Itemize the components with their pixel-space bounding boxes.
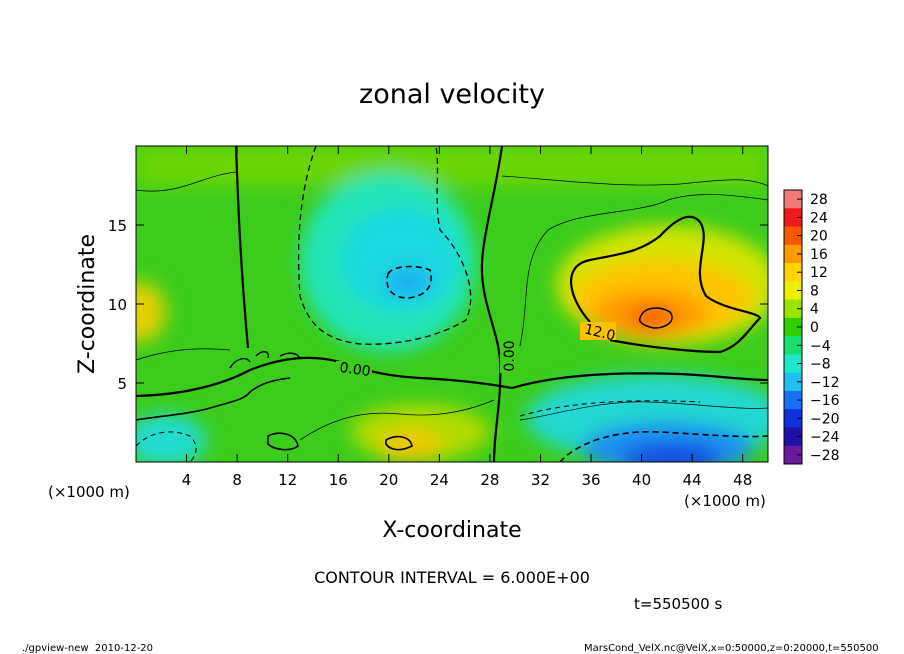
contour-line [267,432,299,451]
chart-title: zonal velocity [359,79,545,110]
contour-line [570,215,762,354]
contour-line [511,372,768,390]
field-lower-left-cool [136,414,206,462]
colorbar-label: 12 [810,265,828,281]
contour-label-bg [500,335,518,373]
contour-line [136,348,768,421]
contour-label-bg [336,361,372,377]
contour-line [136,400,701,462]
colorbar-label: 16 [810,247,828,263]
x-tick-label: 8 [232,471,242,489]
contour-line [519,194,768,347]
colorbar-swatch [784,336,802,355]
colorbar-label: 20 [810,229,828,245]
colorbar-swatch [784,390,802,410]
colorbar-label: −4 [810,338,831,354]
colorbar-label: −8 [810,357,831,373]
contour-label: 12.0 [583,321,617,344]
colorbar-label: −20 [810,411,840,427]
colorbar-label: −16 [810,393,840,409]
colorbar-swatch [784,299,802,319]
x-axis-label: X-coordinate [382,518,521,543]
plot-area: 0.00 0.00 12.0 [136,146,768,462]
y-tick-label: 10 [108,296,127,314]
contour-line [385,435,413,451]
time-label: t=550500 s [634,595,722,613]
colorbar-swatch [784,226,802,246]
colorbar-label: 4 [810,302,819,318]
x-tick-label: 12 [278,471,297,489]
x-tick-label: 20 [379,471,398,489]
colorbar-swatch [784,445,802,465]
x-unit-note-right: (×1000 m) [684,492,766,510]
field-min-core [386,269,430,295]
x-tick-label: 16 [329,471,348,489]
colorbar-label: 0 [810,320,819,336]
contour-line [136,171,768,192]
colorbar-label: 28 [810,192,828,208]
colorbar-swatch [784,354,802,374]
colorbar-swatch [784,317,802,337]
footer-left: ./gpview-new 2010-12-20 [22,643,153,654]
y-axis-label: Z-coordinate [75,234,100,374]
contour-line [299,399,495,441]
field-left-lobe [136,282,166,342]
colorbar: 28 24 20 16 12 8 4 0 −4 −8 −12 −16 −20 −24 −28 [783,189,840,465]
x-tick-label: 36 [581,471,600,489]
contour-line [386,265,432,299]
contour-line [234,146,250,349]
contour-line [136,377,291,421]
field-top-band [136,146,768,186]
colorbar-swatch [784,372,802,392]
contour-line [638,307,673,329]
x-tick-label: 28 [480,471,499,489]
colorbar-swatch [784,427,802,447]
footer-right: MarsCond_VelX.nc@VelX,x=0:50000,z=0:2000… [584,643,879,654]
field-lower-right-deep [622,444,722,462]
x-tick-label: 40 [632,471,651,489]
x-tick-label: 44 [683,471,702,489]
colorbar-swatch [784,190,802,209]
colorbar-swatch [784,263,802,282]
x-tick-label: 24 [430,471,449,489]
colorbar-swatch [784,409,802,428]
colorbar-label: 24 [810,210,828,226]
colorbar-swatch [784,244,802,264]
contour-label: 0.00 [502,340,518,371]
colorbar-label: −24 [810,430,840,446]
y-tick-label: 5 [117,375,127,393]
x-axis: 4 8 12 16 20 24 28 32 36 40 44 48 [182,146,752,489]
contour-line [480,146,504,462]
colorbar-label: 8 [810,283,819,299]
x-tick-label: 48 [733,471,752,489]
x-unit-note-left: (×1000 m) [48,483,130,501]
x-tick-label: 32 [531,471,550,489]
colorbar-label: −12 [810,375,840,391]
contour-interval-note: CONTOUR INTERVAL = 6.000E+00 [314,568,590,587]
colorbar-label: −28 [810,448,840,464]
colorbar-swatch [784,281,802,301]
y-tick-label: 15 [108,217,127,235]
y-axis: 5 10 15 [108,217,768,393]
contour-label: 0.00 [338,360,371,380]
x-tick-label: 4 [182,471,192,489]
field-warm-max [628,306,676,330]
colorbar-swatch [784,208,802,228]
contour-line [297,146,472,345]
contour-label-bg [580,322,616,340]
contour-line [229,351,301,369]
field-lower-warm [376,430,444,462]
